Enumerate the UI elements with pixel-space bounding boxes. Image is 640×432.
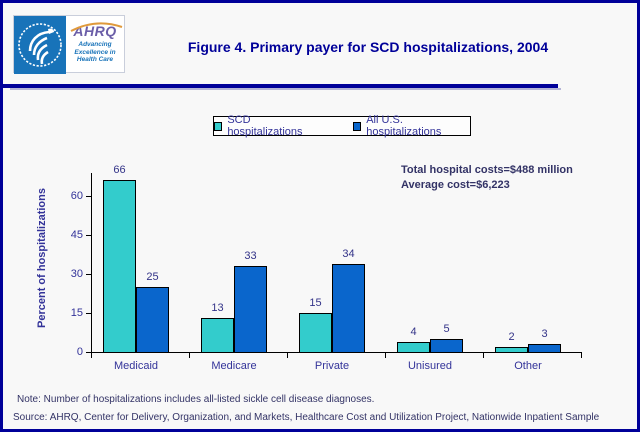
bar-other-series1 [528, 344, 561, 353]
y-tick-label: 60 [70, 190, 83, 202]
x-category-label: Medicare [211, 360, 257, 372]
bar-value-label: 25 [146, 271, 159, 283]
bar-value-label: 5 [443, 323, 450, 335]
ahrq-logo: AHRQ Advancing Excellence in Health Care [66, 16, 124, 72]
bar-value-label: 15 [309, 297, 322, 309]
y-tick-mark [86, 196, 91, 197]
x-tick-mark [483, 352, 484, 358]
ahrq-tagline: Advancing Excellence in Health Care [74, 41, 116, 63]
bar-value-label: 33 [244, 250, 257, 262]
bar-value-label: 3 [541, 328, 548, 340]
bar-value-label: 66 [113, 164, 126, 176]
bar-private-series1 [332, 264, 365, 353]
header-divider [3, 84, 558, 88]
x-category-label: Unisured [407, 360, 453, 372]
divider-shadow [10, 88, 561, 90]
x-tick-mark [91, 352, 92, 358]
x-tick-mark [581, 352, 582, 358]
bar-value-label: 34 [342, 248, 355, 260]
cost-annotation: Total hospital costs=$488 million Averag… [401, 163, 573, 193]
source-text: Source: AHRQ, Center for Delivery, Organ… [13, 412, 600, 423]
legend-swatch-all-us [352, 121, 362, 131]
legend-entry-scd: SCD hospitalizations [214, 114, 319, 138]
bar-value-label: 4 [410, 326, 417, 338]
average-cost-line: Average cost=$6,223 [401, 179, 510, 191]
y-tick-label: 0 [76, 346, 83, 358]
legend-entry-all-us: All U.S. hospitalizations [352, 114, 470, 138]
x-tick-mark [385, 352, 386, 358]
bar-value-label: 2 [508, 331, 515, 343]
ahrq-acronym: AHRQ [73, 23, 117, 39]
x-category-label: Other [514, 360, 542, 372]
legend-label-scd: SCD hospitalizations [227, 114, 303, 138]
bar-medicare-series0 [201, 318, 234, 353]
x-category-label: Medicaid [113, 360, 159, 372]
hhs-eagle-icon [14, 16, 66, 74]
y-tick-mark [86, 352, 91, 353]
chart-legend: SCD hospitalizations All U.S. hospitaliz… [213, 114, 471, 138]
bar-medicaid-series1 [136, 287, 169, 353]
y-tick-mark [86, 235, 91, 236]
bar-private-series0 [299, 313, 332, 353]
ahrq-hhs-logo: AHRQ Advancing Excellence in Health Care [13, 15, 125, 74]
y-tick-label: 15 [70, 307, 83, 319]
x-tick-mark [287, 352, 288, 358]
y-tick-mark [86, 274, 91, 275]
y-tick-mark [86, 313, 91, 314]
note-text: Note: Number of hospitalizations include… [17, 394, 375, 405]
x-category-label: Private [314, 360, 350, 372]
legend-swatch-scd [214, 121, 223, 131]
bar-unisured-series1 [430, 339, 463, 353]
bar-value-label: 13 [211, 302, 224, 314]
y-tick-label: 30 [70, 268, 83, 280]
legend-label-all-us: All U.S. hospitalizations [366, 114, 442, 138]
figure-title: Figure 4. Primary payer for SCD hospital… [187, 39, 549, 55]
y-axis-title: Percent of hospitalizations [36, 188, 48, 329]
x-tick-mark [189, 352, 190, 358]
y-axis-line [91, 173, 92, 353]
bar-medicare-series1 [234, 266, 267, 353]
y-tick-label: 45 [70, 229, 83, 241]
bar-unisured-series0 [397, 342, 430, 353]
bar-medicaid-series0 [103, 180, 136, 353]
bar-other-series0 [495, 347, 528, 353]
total-cost-line: Total hospital costs=$488 million [401, 164, 573, 176]
